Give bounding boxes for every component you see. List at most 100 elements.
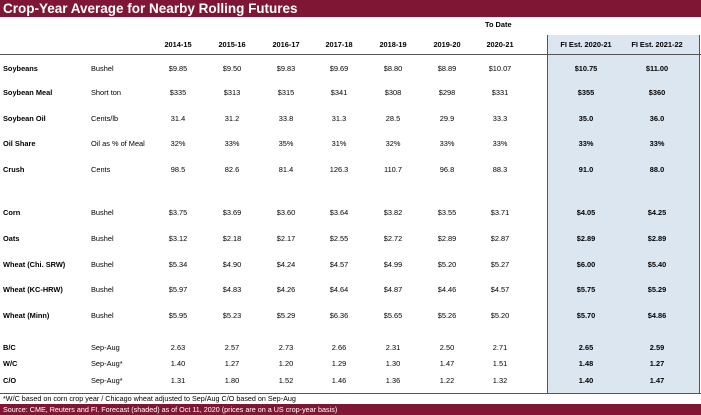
value-cell: $3.69 [222,208,242,217]
value-cell: 1.80 [224,376,240,385]
value-cell: 96.8 [439,165,455,174]
value-cell: 98.5 [170,165,186,174]
value-cell: 2.50 [439,343,455,352]
forecast-divider-left [547,35,548,393]
forecast-year-header: FI Est. 2020-21 [560,40,612,49]
row-label: Wheat (KC-HRW) [3,285,63,294]
source-bar: Source: CME, Reuters and FI. Forecast (s… [0,404,701,415]
value-cell: $3.60 [276,208,296,217]
row-unit: Sep-Aug* [91,359,123,368]
forecast-cell: 91.0 [578,165,594,174]
table-bottom-divider [0,393,701,394]
value-cell: $4.57 [490,285,510,294]
forecast-cell: 33% [649,139,665,148]
value-cell: 2.63 [170,343,186,352]
value-cell: 1.22 [439,376,455,385]
value-cell: $5.95 [168,311,188,320]
value-cell: $9.83 [276,64,296,73]
forecast-cell: $2.89 [576,234,596,243]
title-bar: Crop-Year Average for Nearby Rolling Fut… [0,0,701,17]
value-cell: $5.29 [276,311,296,320]
value-cell: $2.87 [490,234,510,243]
value-cell: $4.90 [222,260,242,269]
value-cell: 1.30 [385,359,401,368]
value-cell: 33% [439,139,455,148]
forecast-cell: 2.59 [649,343,665,352]
value-cell: $2.17 [276,234,296,243]
forecast-cell: $4.05 [576,208,596,217]
value-cell: 32% [385,139,401,148]
value-cell: 1.52 [278,376,294,385]
forecast-year-header: FI Est. 2021-22 [631,40,683,49]
value-cell: $308 [384,88,402,97]
value-cell: 2.31 [385,343,401,352]
value-cell: $5.65 [383,311,403,320]
value-cell: $2.89 [437,234,457,243]
value-cell: $5.34 [168,260,188,269]
value-cell: $5.97 [168,285,188,294]
value-cell: 1.36 [385,376,401,385]
value-cell: 2.71 [492,343,508,352]
value-cell: $4.83 [222,285,242,294]
value-cell: 110.7 [384,165,402,174]
row-label: Oats [3,234,20,243]
value-cell: $313 [223,88,241,97]
value-cell: 2.66 [331,343,347,352]
forecast-cell: $5.70 [576,311,596,320]
year-header: 2015-16 [218,40,246,49]
value-cell: $3.71 [490,208,510,217]
forecast-cell: $5.75 [576,285,596,294]
value-cell: $3.75 [168,208,188,217]
forecast-cell: 1.27 [649,359,665,368]
value-cell: 28.5 [385,114,401,123]
todate-label: To Date [485,20,512,29]
value-cell: $6.36 [329,311,349,320]
row-label: W/C [3,359,18,368]
value-cell: 33.8 [278,114,294,123]
value-cell: 32% [170,139,186,148]
row-unit: Oil as % of Meal [91,139,145,148]
row-label: Corn [3,208,21,217]
value-cell: 33% [492,139,508,148]
forecast-cell: 33% [578,139,594,148]
value-cell: $9.69 [329,64,349,73]
row-unit: Bushel [91,311,114,320]
row-label: Soybean Oil [3,114,46,123]
row-unit: Short ton [91,88,121,97]
row-unit: Bushel [91,208,114,217]
row-label: Wheat (Minn) [3,311,50,320]
value-cell: $4.99 [383,260,403,269]
value-cell: $3.12 [168,234,188,243]
value-cell: $331 [491,88,509,97]
row-unit: Sep-Aug [91,343,120,352]
value-cell: 31.3 [331,114,347,123]
row-label: Wheat (Chi. SRW) [3,260,66,269]
row-unit: Bushel [91,285,114,294]
value-cell: 126.3 [329,165,349,174]
value-cell: 31% [331,139,347,148]
value-cell: $4.46 [437,285,457,294]
value-cell: $5.20 [490,311,510,320]
forecast-cell: 1.48 [578,359,594,368]
value-cell: $341 [330,88,348,97]
forecast-cell: $4.86 [647,311,667,320]
forecast-cell: $10.75 [574,64,598,73]
value-cell: 1.31 [170,376,186,385]
value-cell: 1.51 [492,359,508,368]
value-cell: $298 [438,88,456,97]
value-cell: $3.82 [383,208,403,217]
year-header: 2017-18 [325,40,353,49]
forecast-cell: $2.89 [647,234,667,243]
row-label: C/O [3,376,17,385]
row-unit: Bushel [91,234,114,243]
row-label: Crush [3,165,25,174]
forecast-cell: $5.40 [647,260,667,269]
value-cell: $5.27 [490,260,510,269]
value-cell: $4.57 [329,260,349,269]
value-cell: $5.20 [437,260,457,269]
value-cell: 29.9 [439,114,455,123]
row-label: B/C [3,343,16,352]
value-cell: 88.3 [492,165,508,174]
value-cell: $4.24 [276,260,296,269]
value-cell: 31.2 [224,114,240,123]
